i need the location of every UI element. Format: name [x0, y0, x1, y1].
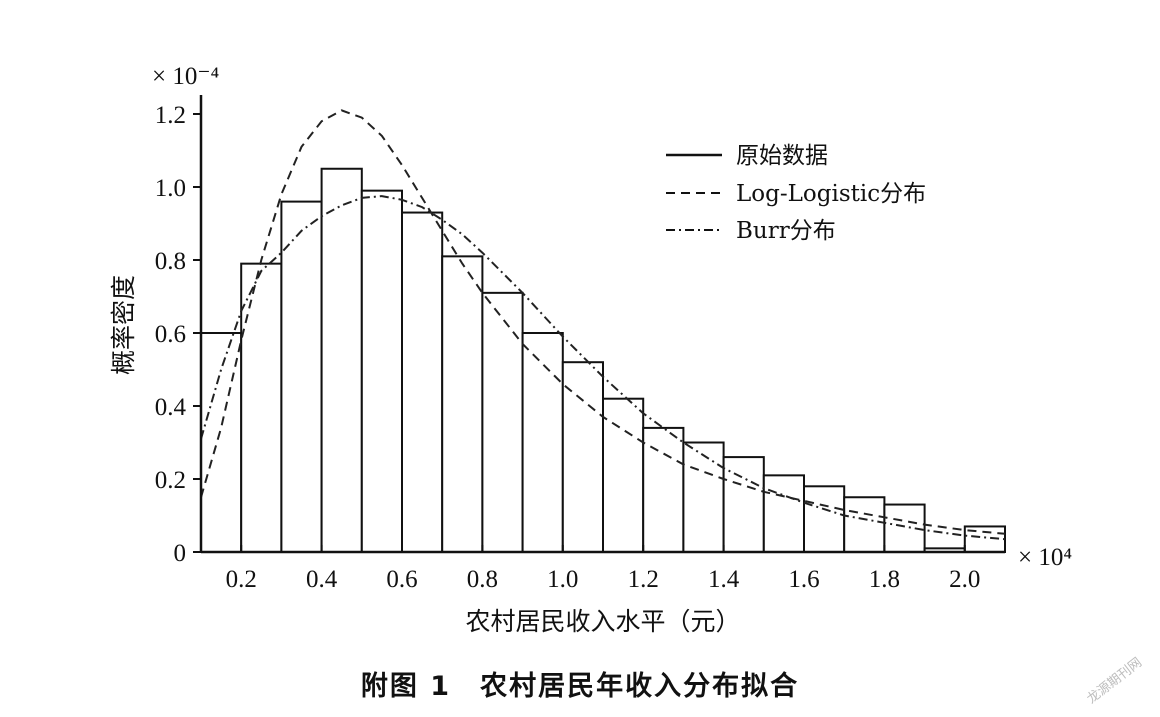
x-tick-label: 0.4 [306, 566, 338, 593]
y-axis-ticks: 0 0.2 0.4 0.6 0.8 1.0 1.2 [155, 102, 201, 567]
axes [199, 95, 1005, 554]
loglogistic-curve [200, 109, 1006, 535]
histogram-bar [441, 255, 484, 553]
y-tick-label: 0.8 [155, 248, 186, 275]
x-tick-label: 2.0 [949, 566, 980, 593]
x-tick-label: 1.0 [547, 566, 578, 593]
x-tick-label: 1.4 [708, 566, 740, 593]
histogram-bar [682, 441, 725, 553]
y-tick-label: 0.4 [155, 394, 187, 421]
y-tick-label: 0.2 [155, 467, 186, 494]
figure-caption: 附图 1 农村居民年收入分布拟合 [360, 671, 800, 702]
y-tick-label: 0 [174, 540, 187, 567]
y-axis-multiplier: × 10⁻⁴ [152, 63, 220, 90]
legend-label-burr: Burr分布 [736, 218, 836, 244]
legend-label-loglogistic: Log-Logistic分布 [736, 181, 926, 207]
histogram-bar [843, 496, 886, 553]
legend-label-original: 原始数据 [736, 143, 828, 169]
histogram-bar [762, 474, 805, 554]
y-axis-label: 概率密度 [109, 275, 138, 375]
y-tick-label: 1.0 [155, 175, 186, 202]
histogram-bar [481, 291, 524, 553]
histogram-bar [803, 485, 846, 553]
y-tick-label: 1.2 [155, 102, 186, 129]
x-tick-label: 0.2 [226, 566, 257, 593]
histogram-bar [360, 189, 403, 553]
x-tick-label: 1.6 [788, 566, 819, 593]
x-axis-label: 农村居民收入水平（元） [465, 607, 740, 636]
histogram-bar [602, 397, 645, 554]
fitted-curves [200, 109, 1006, 541]
x-axis-multiplier: × 10⁴ [1018, 544, 1072, 571]
x-tick-label: 0.8 [467, 566, 498, 593]
x-tick-label: 0.6 [386, 566, 417, 593]
burr-curve [200, 195, 1006, 541]
legend: 原始数据 Log-Logistic分布 Burr分布 [666, 143, 926, 244]
x-axis-ticks: 0.2 0.4 0.6 0.8 1.0 1.2 1.4 1.6 1.8 2.0 [226, 545, 980, 593]
x-tick-label: 1.2 [628, 566, 659, 593]
histogram-bars [200, 167, 1006, 554]
histogram-bar [280, 200, 323, 553]
y-tick-label: 0.6 [155, 321, 186, 348]
histogram-bar [561, 361, 604, 554]
x-tick-label: 1.8 [869, 566, 900, 593]
histogram-bar [642, 426, 685, 553]
histogram-bar [401, 211, 444, 554]
histogram-bar [521, 332, 564, 553]
histogram-bar [320, 167, 363, 553]
histogram-bar [240, 262, 283, 553]
